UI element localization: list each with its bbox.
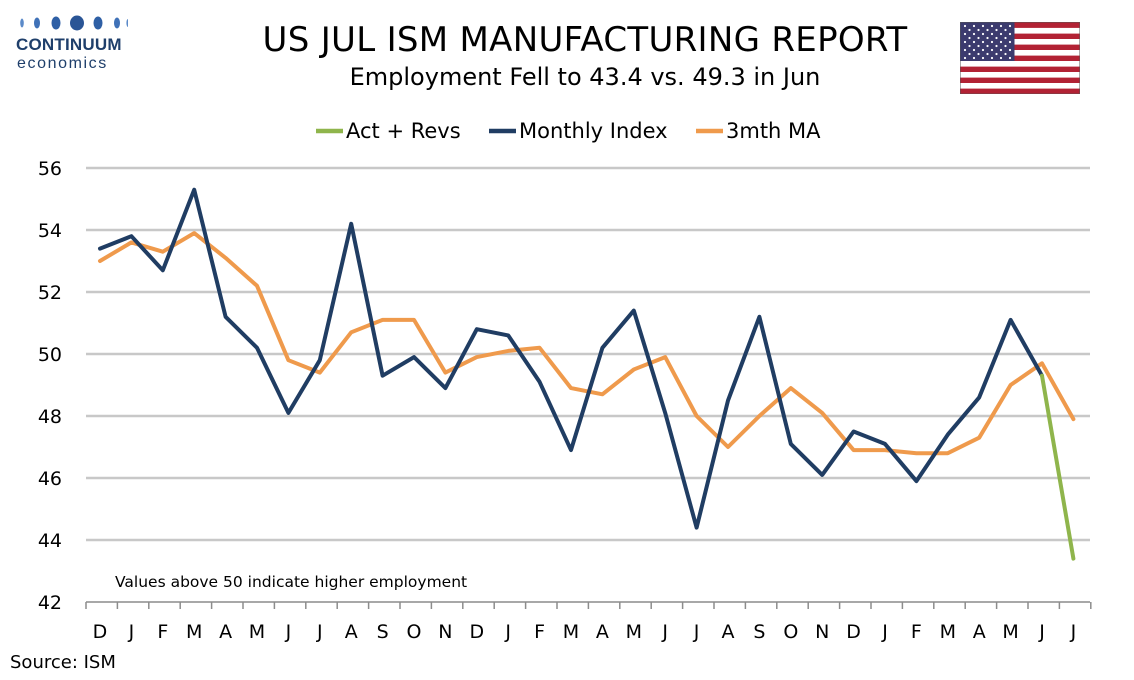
- y-tick-label: 56: [38, 158, 62, 180]
- legend-label: Monthly Index: [519, 119, 668, 143]
- x-tick-label: J: [1070, 621, 1077, 643]
- continuum-economics-logo: CONTINUUM economics: [14, 14, 134, 76]
- us-flag-icon: [960, 22, 1080, 94]
- x-tick-label: A: [219, 621, 232, 643]
- series-line-monthly-index: [98, 187, 1044, 530]
- x-tick-label: F: [157, 621, 168, 643]
- x-tick-label: N: [815, 621, 829, 643]
- x-tick-label: D: [846, 621, 861, 643]
- y-tick-label: 42: [38, 592, 62, 614]
- x-tick-label: M: [563, 621, 579, 643]
- chart-annotation: Values above 50 indicate higher employme…: [115, 573, 467, 591]
- x-tick-label: A: [722, 621, 735, 643]
- x-tick-label: J: [881, 621, 888, 643]
- logo-name: CONTINUUM: [16, 35, 122, 54]
- x-tick-label: J: [316, 621, 323, 643]
- x-tick-label: F: [534, 621, 545, 643]
- logo-subname: economics: [17, 55, 108, 72]
- x-tick-label: M: [1002, 621, 1018, 643]
- x-tick-label: A: [345, 621, 358, 643]
- legend-label: 3mth MA: [726, 119, 821, 143]
- x-tick-label: J: [285, 621, 292, 643]
- x-tick-label: D: [469, 621, 484, 643]
- y-tick-label: 52: [38, 282, 62, 304]
- source-note: Source: ISM: [10, 652, 116, 673]
- x-tick-label: A: [973, 621, 986, 643]
- x-tick-label: A: [596, 621, 609, 643]
- x-tick-label: J: [504, 621, 511, 643]
- x-tick-label: J: [661, 621, 668, 643]
- x-tick-label: D: [93, 621, 108, 643]
- series-line-3mth-ma: [98, 231, 1076, 456]
- y-tick-label: 44: [38, 530, 62, 552]
- y-tick-label: 48: [38, 406, 62, 428]
- legend-label: Act + Revs: [346, 119, 461, 143]
- page-title: US JUL ISM MANUFACTURING REPORT: [262, 20, 908, 60]
- x-tick-label: F: [911, 621, 922, 643]
- x-tick-label: N: [438, 621, 452, 643]
- x-tick-label: O: [783, 621, 798, 643]
- y-tick-label: 54: [38, 220, 62, 242]
- x-tick-label: S: [377, 621, 389, 643]
- x-tick-label: O: [407, 621, 422, 643]
- y-tick-label: 46: [38, 468, 62, 490]
- y-tick-label: 50: [38, 344, 62, 366]
- x-tick-label: M: [186, 621, 202, 643]
- x-tick-label: M: [249, 621, 265, 643]
- x-tick-label: S: [753, 621, 765, 643]
- x-tick-label: J: [128, 621, 135, 643]
- x-tick-label: J: [693, 621, 700, 643]
- x-tick-label: J: [1038, 621, 1045, 643]
- x-tick-label: M: [626, 621, 642, 643]
- series-line-act-revs: [1040, 373, 1076, 561]
- logo-dots-icon: [20, 15, 128, 31]
- page-subtitle: Employment Fell to 43.4 vs. 49.3 in Jun: [349, 63, 821, 91]
- x-tick-label: M: [940, 621, 956, 643]
